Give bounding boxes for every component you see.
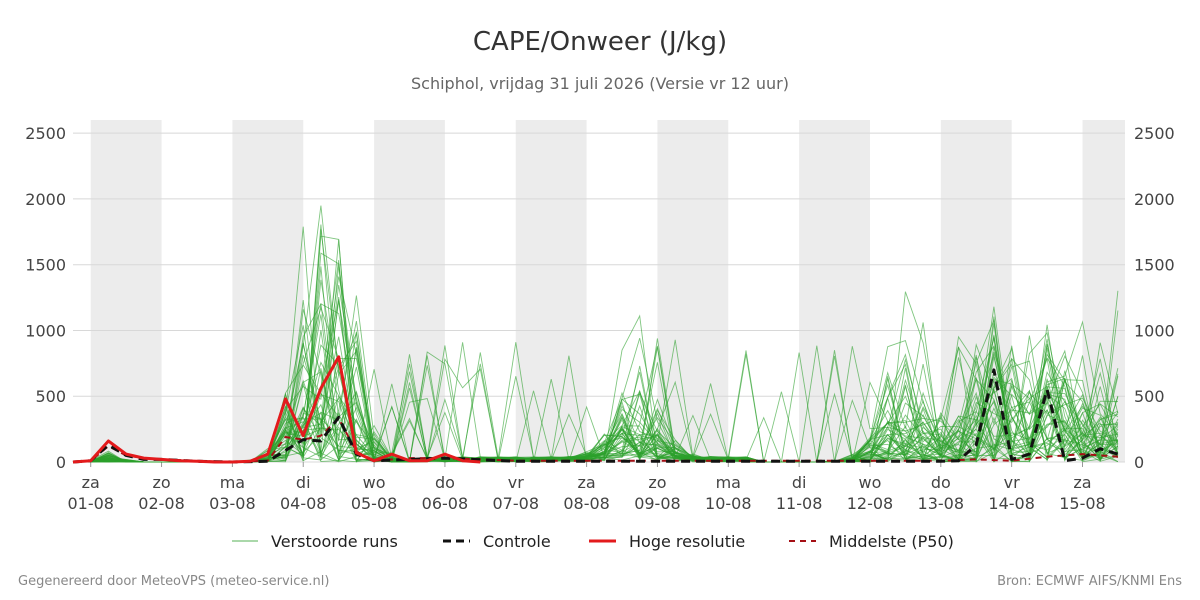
y-tick-label-right-1500: 1500 (1134, 256, 1175, 275)
y-tick-label-left-500: 500 (35, 387, 66, 406)
y-axis-left: 0 500 1000 1500 2000 2500 (25, 124, 66, 472)
legend-label-median: Middelste (P50) (829, 532, 954, 551)
y-axis-right: 0 500 1000 1500 2000 2500 (1134, 124, 1175, 472)
main-series (72, 355, 1119, 464)
x-tick-day-15-08: za (1073, 473, 1091, 492)
x-tick-day-09-08: zo (648, 473, 666, 492)
x-tick-day-12-08: wo (859, 473, 882, 492)
x-tick-date-14-08: 14-08 (988, 494, 1035, 513)
x-tick-date-08-08: 08-08 (563, 494, 610, 513)
y-tick-label-right-1000: 1000 (1134, 321, 1175, 340)
y-tick-label-left-1500: 1500 (25, 256, 66, 275)
legend-label-highres: Hoge resolutie (629, 532, 745, 551)
legend-label-control: Controle (483, 532, 551, 551)
x-tick-date-07-08: 07-08 (493, 494, 540, 513)
y-tick-label-left-2500: 2500 (25, 124, 66, 143)
x-tick-date-15-08: 15-08 (1059, 494, 1106, 513)
x-tick-date-01-08: 01-08 (67, 494, 114, 513)
x-tick-date-13-08: 13-08 (918, 494, 965, 513)
day-band-4 (657, 120, 729, 462)
day-band-3 (515, 120, 587, 462)
day-bands (90, 120, 1125, 462)
x-tick-day-03-08: ma (220, 473, 245, 492)
day-band-2 (374, 120, 445, 462)
x-tick-day-10-08: ma (716, 473, 741, 492)
x-tick-date-05-08: 05-08 (351, 494, 398, 513)
y-tick-label-right-2000: 2000 (1134, 190, 1175, 209)
day-band-0 (90, 120, 162, 462)
day-band-5 (799, 120, 870, 462)
footer-source: Bron: ECMWF AIFS/KNMI Ens (997, 574, 1182, 589)
x-tick-date-12-08: 12-08 (847, 494, 894, 513)
x-axis: za 01-08 zo 02-08 ma 03-08 di 04-08 wo 05-08 do 06-… (67, 462, 1106, 513)
x-tick-day-04-08: di (296, 473, 311, 492)
median-line (72, 417, 1118, 463)
chart-title: CAPE/Onweer (J/kg) (473, 27, 727, 57)
legend: Verstoorde runs Controle Hoge resolutie … (232, 532, 954, 551)
chart-subtitle: Schiphol, vrijdag 31 juli 2026 (Versie v… (411, 74, 789, 93)
x-tick-day-06-08: do (435, 473, 455, 492)
y-tick-label-right-500: 500 (1134, 387, 1165, 406)
y-tick-label-left-1000: 1000 (25, 321, 66, 340)
footer-credit: Gegenereerd door MeteoVPS (meteo-service… (18, 574, 329, 589)
x-tick-day-01-08: za (82, 473, 100, 492)
y-tick-label-right-0: 0 (1134, 453, 1144, 472)
x-tick-date-10-08: 10-08 (705, 494, 752, 513)
y-tick-label-left-0: 0 (56, 453, 66, 472)
x-tick-date-03-08: 03-08 (209, 494, 256, 513)
y-tick-label-right-2500: 2500 (1134, 124, 1175, 143)
x-tick-date-02-08: 02-08 (138, 494, 185, 513)
x-tick-day-08-08: za (578, 473, 596, 492)
x-tick-day-11-08: di (792, 473, 807, 492)
legend-label-ensemble: Verstoorde runs (271, 532, 398, 551)
x-tick-date-04-08: 04-08 (280, 494, 327, 513)
x-tick-date-06-08: 06-08 (422, 494, 469, 513)
x-tick-day-13-08: do (931, 473, 951, 492)
x-tick-day-14-08: vr (1004, 473, 1020, 492)
x-tick-day-02-08: zo (152, 473, 170, 492)
x-tick-day-05-08: wo (363, 473, 386, 492)
x-tick-date-11-08: 11-08 (776, 494, 823, 513)
x-tick-date-09-08: 09-08 (634, 494, 681, 513)
highres-line (72, 355, 481, 464)
y-tick-label-left-2000: 2000 (25, 190, 66, 209)
x-tick-day-07-08: vr (508, 473, 524, 492)
